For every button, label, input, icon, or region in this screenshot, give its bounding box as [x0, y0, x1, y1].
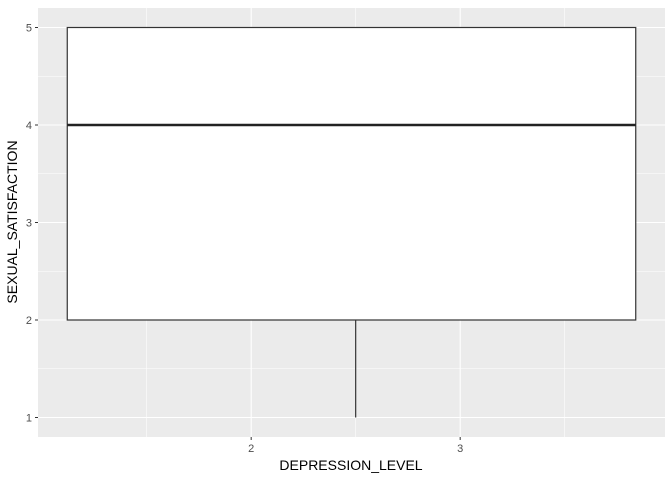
- x-axis-title: DEPRESSION_LEVEL: [279, 457, 422, 473]
- box-marks: [66, 26, 637, 418]
- y-tick-label: 1: [26, 413, 32, 425]
- y-tick-label: 5: [26, 23, 32, 35]
- y-axis: 1 2 3 4 5: [26, 23, 38, 425]
- y-tick-label: 4: [26, 120, 32, 132]
- x-tick-label: 3: [457, 443, 463, 455]
- box: [66, 26, 637, 321]
- y-tick-label: 2: [26, 315, 32, 327]
- y-axis-title: SEXUAL_SATISFACTION: [4, 140, 20, 303]
- y-tick-label: 3: [26, 218, 32, 230]
- x-tick-label: 2: [248, 443, 254, 455]
